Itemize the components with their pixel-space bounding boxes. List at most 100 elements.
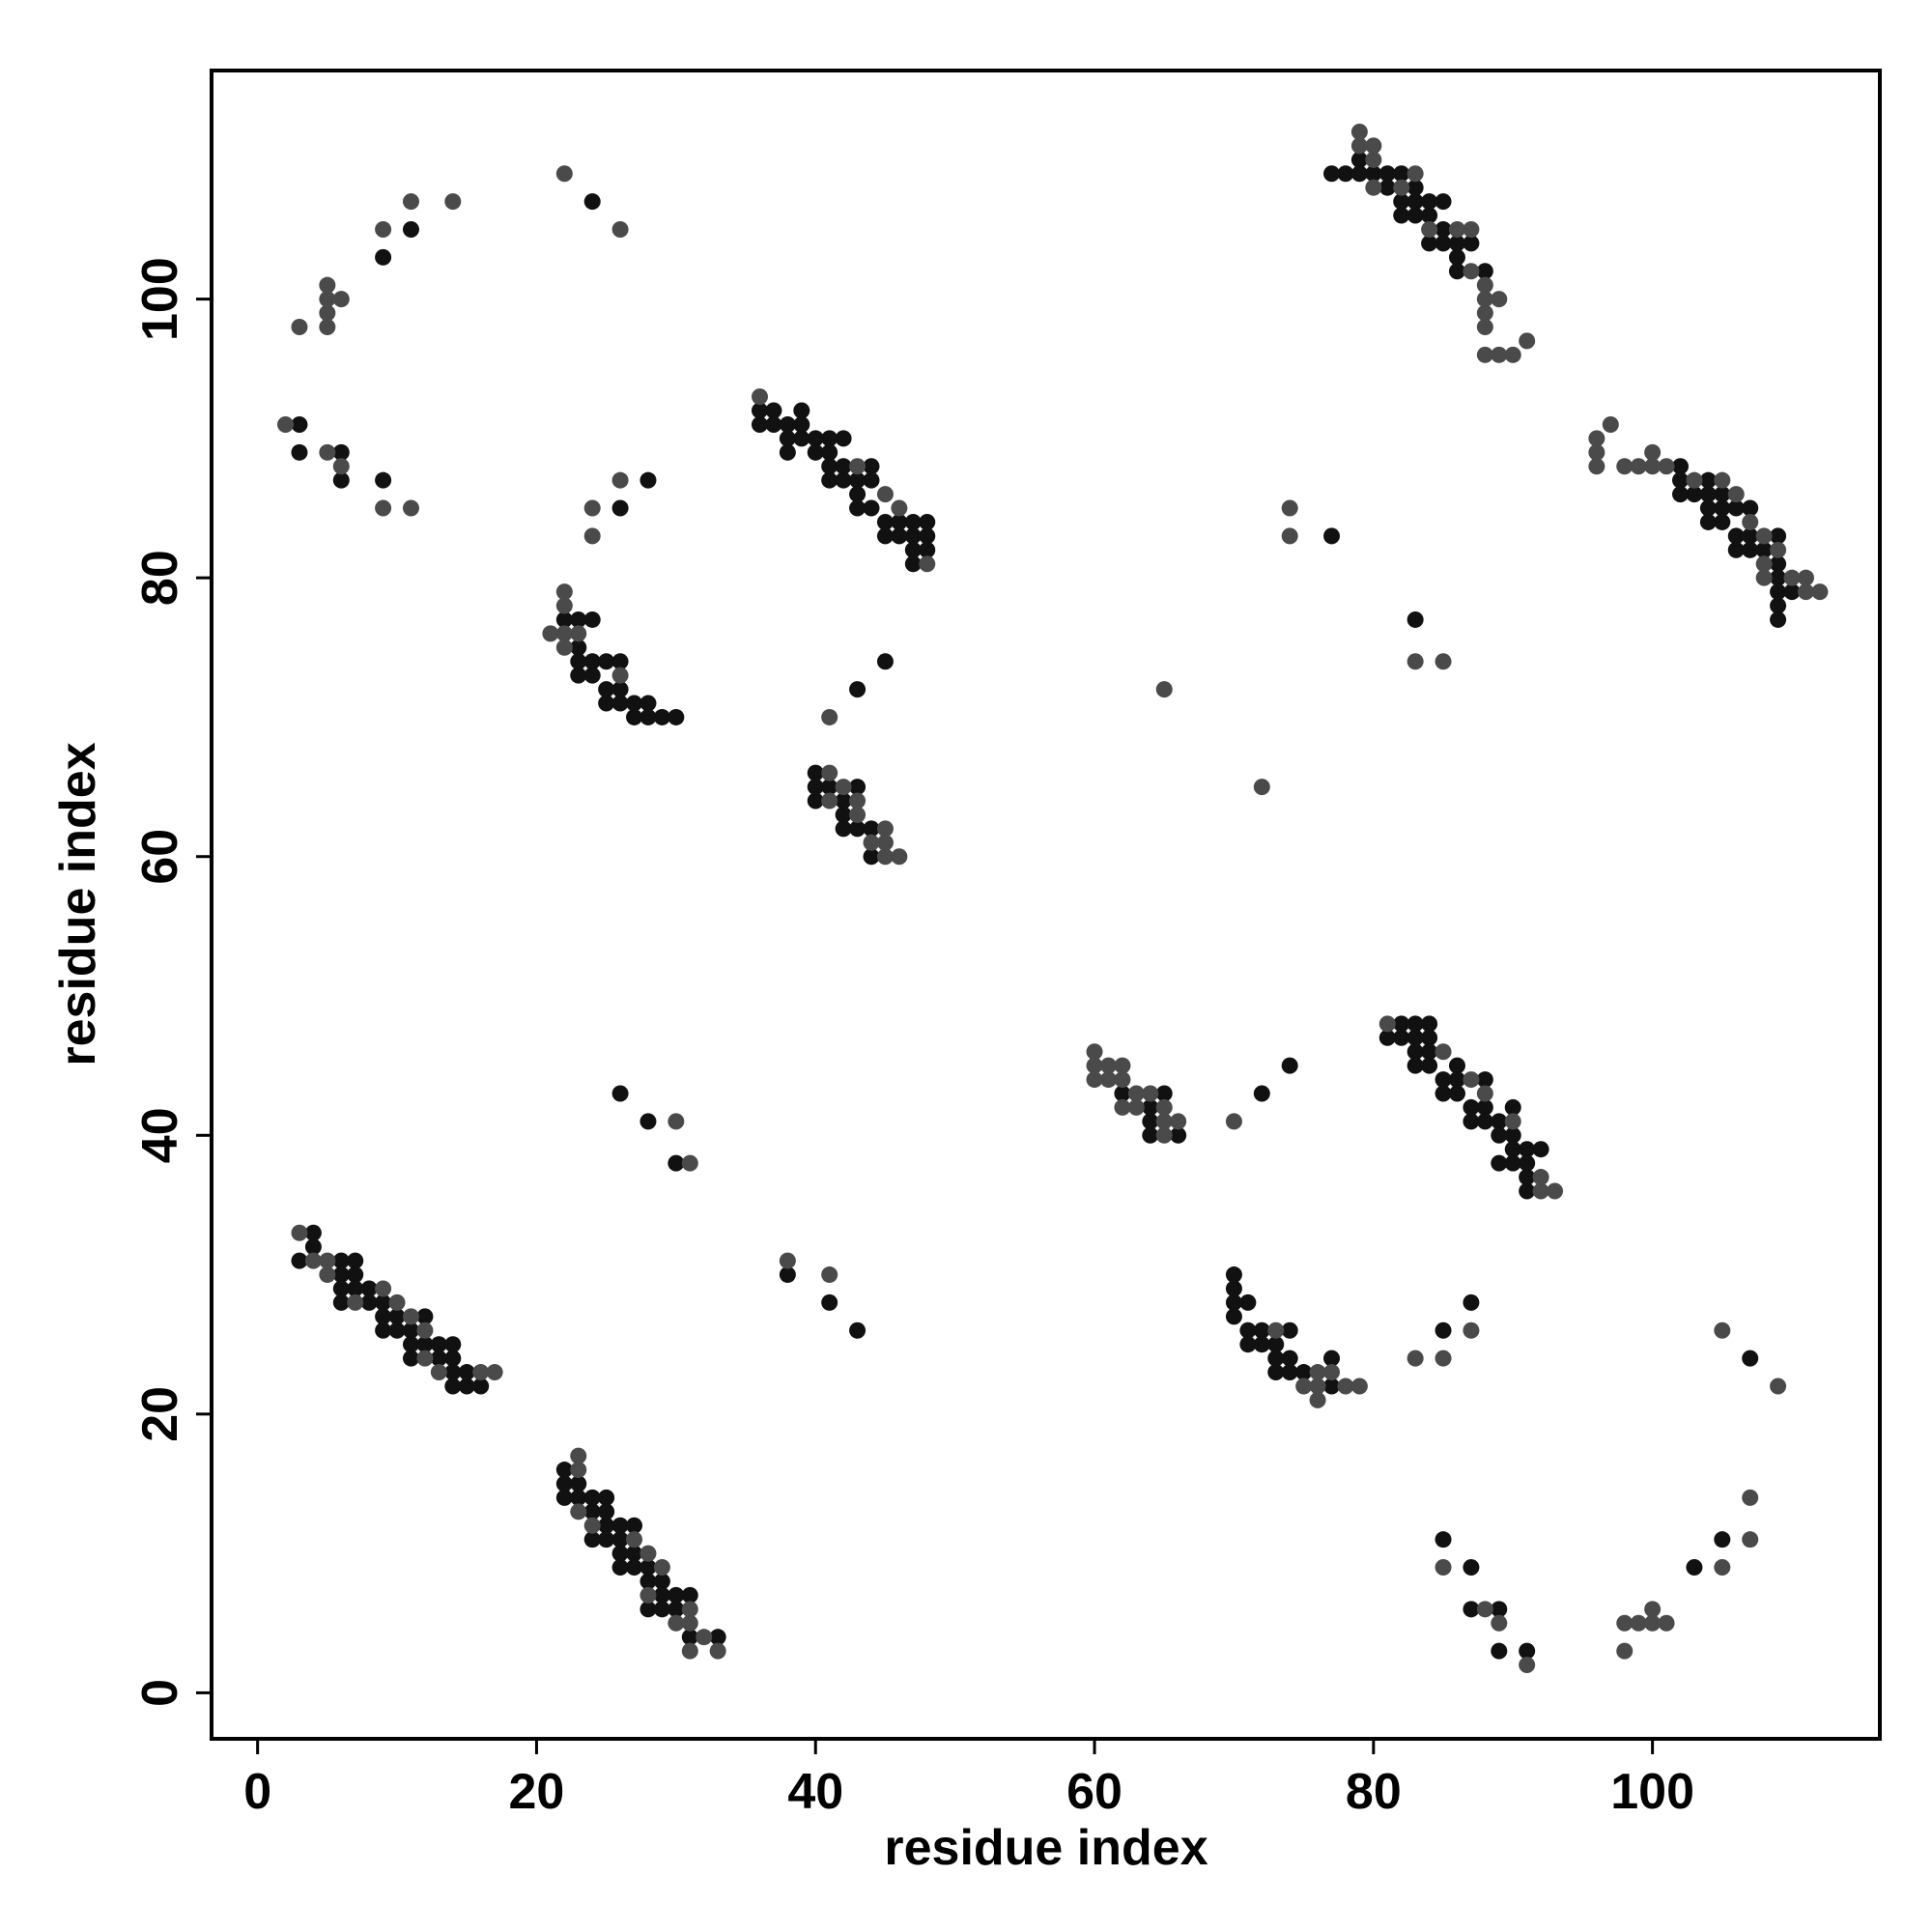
y-tick-label: 0 (132, 1679, 188, 1707)
point (1504, 1113, 1521, 1130)
point (1476, 1071, 1493, 1089)
point (696, 1629, 713, 1646)
point (1225, 1266, 1242, 1284)
point (1114, 1057, 1131, 1074)
point (653, 1573, 670, 1590)
point (570, 667, 587, 684)
point (1644, 1614, 1662, 1632)
point (1421, 207, 1438, 224)
point (1714, 486, 1731, 503)
point (626, 695, 643, 712)
point (849, 458, 867, 475)
point (611, 1545, 629, 1562)
point (1350, 165, 1368, 183)
point (821, 471, 838, 489)
point (402, 220, 419, 238)
point (332, 1293, 350, 1311)
point (486, 1364, 503, 1381)
point (598, 1531, 615, 1548)
point (681, 1629, 698, 1646)
point (1309, 1364, 1326, 1381)
point (1448, 263, 1465, 280)
point (1714, 1321, 1731, 1339)
point (668, 1614, 685, 1632)
point (1476, 304, 1493, 322)
x-tick-label: 20 (509, 1764, 565, 1820)
point (1686, 1559, 1703, 1577)
point (1155, 681, 1173, 698)
point (416, 1350, 434, 1367)
point (1699, 499, 1717, 517)
point (668, 708, 685, 725)
point (1616, 1614, 1634, 1632)
point (668, 1601, 685, 1618)
point (1770, 1378, 1787, 1395)
point (626, 708, 643, 725)
point (1755, 555, 1773, 573)
point (1742, 1489, 1759, 1506)
point (291, 1224, 308, 1241)
y-tick-label: 20 (132, 1386, 188, 1442)
point (793, 402, 810, 419)
point (821, 779, 838, 796)
point (402, 1321, 419, 1339)
point (347, 1266, 364, 1284)
point (1727, 486, 1745, 503)
point (1086, 1071, 1103, 1089)
point (583, 1517, 601, 1534)
point (835, 471, 852, 489)
point (626, 1559, 643, 1577)
point (639, 695, 657, 712)
point (668, 1154, 685, 1172)
point (1253, 779, 1270, 796)
point (1448, 1057, 1465, 1074)
point (793, 415, 810, 433)
point (1393, 165, 1410, 183)
point (1142, 1113, 1159, 1130)
point (1630, 1614, 1647, 1632)
point (277, 415, 295, 433)
point (570, 1475, 587, 1492)
point (849, 792, 867, 810)
point (1142, 1098, 1159, 1116)
point (876, 848, 894, 866)
point (1797, 569, 1814, 586)
point (1435, 193, 1452, 211)
point (639, 708, 657, 725)
point (1086, 1057, 1103, 1074)
point (1742, 1531, 1759, 1548)
point (1281, 1364, 1298, 1381)
point (1463, 1071, 1480, 1089)
x-tick-label: 40 (787, 1764, 843, 1820)
point (1114, 1098, 1131, 1116)
point (807, 443, 824, 461)
point (876, 527, 894, 545)
point (653, 1586, 670, 1604)
point (1365, 179, 1382, 196)
point (1421, 235, 1438, 252)
point (1699, 486, 1717, 503)
point (835, 820, 852, 838)
point (1406, 1043, 1424, 1061)
point (570, 1447, 587, 1464)
point (555, 1475, 573, 1492)
point (1267, 1364, 1285, 1381)
point (1323, 1350, 1341, 1367)
point (1406, 179, 1424, 196)
point (1630, 458, 1647, 475)
point (1476, 1113, 1493, 1130)
x-tick-label: 100 (1610, 1764, 1694, 1820)
point (653, 1559, 670, 1577)
point (1770, 541, 1787, 558)
point (332, 443, 350, 461)
point (1127, 1098, 1145, 1116)
point (598, 1489, 615, 1506)
plot-frame (210, 69, 1882, 1741)
point (1267, 1350, 1285, 1367)
point (1755, 569, 1773, 586)
point (416, 1308, 434, 1325)
point (1491, 1614, 1508, 1632)
point (1476, 318, 1493, 335)
point (1350, 151, 1368, 168)
